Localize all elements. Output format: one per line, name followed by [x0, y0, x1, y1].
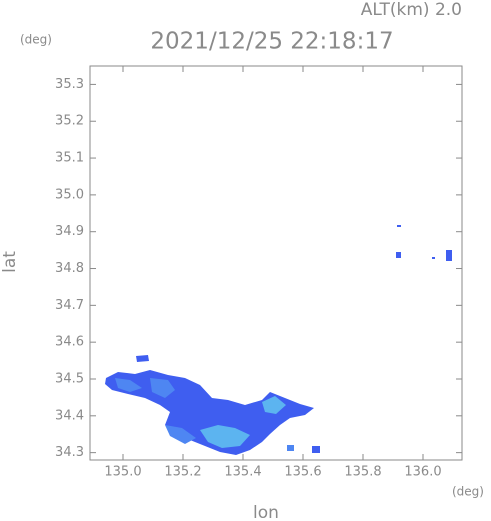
y-tick-label: 35.2	[55, 114, 84, 129]
y-tick-label: 34.3	[55, 445, 84, 460]
y-tick-label: 34.5	[55, 371, 84, 386]
echo	[397, 225, 401, 227]
echo	[200, 425, 250, 448]
echo	[396, 252, 401, 258]
y-unit: (deg)	[20, 33, 52, 47]
y-tick-label: 34.9	[55, 224, 84, 239]
y-tick-label: 35.1	[55, 151, 84, 166]
y-tick-label: 35.0	[55, 187, 84, 202]
plot-frame	[89, 65, 463, 461]
y-axis-label: lat	[0, 251, 20, 273]
x-tick-label: 136.0	[404, 465, 441, 480]
y-tick-label: 34.7	[55, 298, 84, 313]
x-unit: (deg)	[452, 485, 484, 499]
x-tick-label: 135.2	[164, 465, 201, 480]
echo	[446, 250, 452, 261]
y-tick-label: 34.4	[55, 408, 84, 423]
altitude-label: ALT(km) 2.0	[361, 0, 462, 20]
radar-echoes	[105, 225, 452, 455]
echo	[165, 425, 196, 444]
x-tick-label: 135.6	[284, 465, 321, 480]
echo	[262, 396, 286, 414]
echo	[287, 445, 294, 451]
x-tick-label: 135.0	[104, 465, 141, 480]
echo	[150, 378, 175, 398]
y-tick-label: 34.6	[55, 335, 84, 350]
y-tick-label: 34.8	[55, 261, 84, 276]
echo	[312, 446, 320, 453]
echo	[432, 257, 435, 259]
x-tick-label: 135.8	[344, 465, 381, 480]
x-axis-label: lon	[253, 503, 279, 521]
echo	[136, 355, 149, 362]
y-tick-label: 35.3	[55, 77, 84, 92]
chart-title: 2021/12/25 22:18:17	[150, 29, 393, 55]
x-tick-label: 135.4	[224, 465, 261, 480]
echo	[115, 378, 142, 392]
